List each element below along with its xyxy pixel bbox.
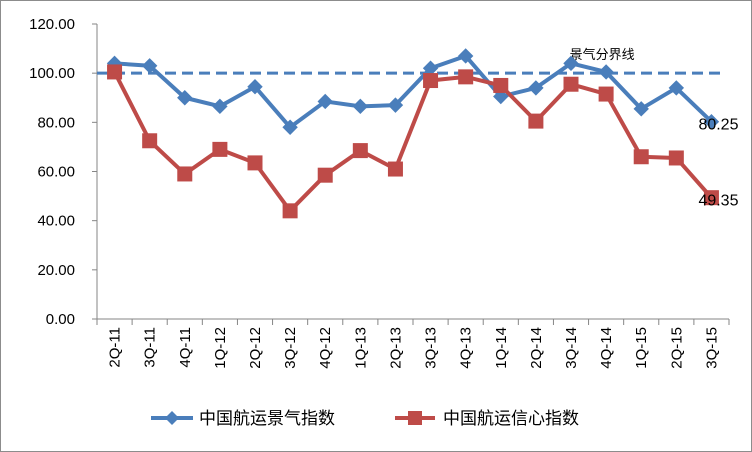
x-tick-label: 1Q-14 [493, 327, 510, 369]
data-point-diamond [668, 80, 685, 96]
data-point-square [528, 113, 544, 129]
data-point-diamond [493, 88, 509, 105]
series-2 [107, 64, 719, 219]
x-tick-label: 3Q-14 [563, 327, 580, 369]
data-point-square [423, 73, 439, 89]
x-tick-label: 1Q-12 [212, 327, 229, 369]
legend-label: 中国航运景气指数 [199, 409, 335, 429]
x-tick-label: 2Q-11 [107, 327, 124, 368]
data-point-square [212, 141, 228, 157]
data-point-square [668, 150, 684, 166]
x-tick-label: 4Q-14 [598, 327, 615, 369]
legend-diamond-marker [165, 411, 179, 425]
data-point-square [352, 143, 368, 159]
y-tick-label: 40.00 [37, 213, 75, 230]
data-point-diamond [317, 93, 333, 110]
data-point-diamond [563, 55, 579, 72]
legend: 中国航运景气指数 中国航运信心指数 [151, 409, 579, 429]
data-point-diamond [387, 97, 404, 113]
data-point-diamond [598, 64, 614, 80]
x-tick-label: 1Q-15 [633, 327, 650, 369]
x-tick-label: 3Q-12 [282, 327, 299, 369]
x-tick-label: 3Q-13 [423, 327, 440, 369]
x-tick-label: 4Q-12 [317, 327, 334, 369]
data-point-square [458, 69, 474, 85]
y-tick-label: 20.00 [37, 262, 75, 279]
series-1 [106, 48, 720, 135]
data-point-square [633, 149, 649, 165]
x-tick-label: 3Q-15 [703, 327, 720, 369]
series-line [114, 53, 713, 130]
data-point-diamond [633, 101, 649, 117]
y-tick-labels: 0.00 20.00 40.00 60.00 80.00 100.00 120.00 [29, 16, 75, 328]
data-point-square [107, 64, 123, 80]
data-point-diamond [247, 78, 263, 95]
data-point-diamond [177, 90, 193, 106]
x-tick-label: 1Q-13 [352, 327, 369, 369]
data-point-square [177, 166, 193, 182]
y-tick-label: 80.00 [37, 114, 75, 131]
series-group [106, 48, 720, 219]
y-tick-label: 100.00 [29, 65, 75, 82]
data-point-diamond [703, 114, 720, 130]
data-point-square [387, 161, 403, 177]
x-tick-label: 2Q-12 [247, 327, 264, 369]
x-tick-label: 4Q-11 [177, 327, 194, 368]
axes [92, 23, 730, 325]
x-tick-label: 4Q-13 [458, 327, 475, 369]
data-point-diamond [212, 98, 228, 115]
data-label: 49.35 [698, 193, 738, 210]
data-point-square [247, 155, 263, 171]
x-tick-label: 2Q-13 [387, 327, 404, 369]
y-tick-label: 60.00 [37, 164, 75, 181]
x-tick-label: 2Q-15 [668, 327, 685, 369]
reference-line-group: 景气分界线 [97, 47, 723, 75]
data-point-square [317, 167, 333, 183]
series-line [112, 71, 713, 213]
data-point-diamond [528, 80, 544, 96]
data-point-square [563, 76, 579, 92]
x-tick-labels: 2Q-11 3Q-11 4Q-11 1Q-12 2Q-12 3Q-12 4Q-12 1Q-13… [107, 327, 721, 369]
y-tick-label: 120.00 [29, 16, 75, 33]
reference-line-label: 景气分界线 [570, 47, 635, 63]
legend-entry-1: 中国航运景气指数 [151, 409, 335, 429]
data-point-square [493, 77, 509, 93]
y-tick-label: 0.00 [46, 311, 75, 328]
data-point-diamond [457, 48, 474, 64]
data-point-diamond [352, 98, 369, 115]
legend-entry-2: 中国航运信心指数 [395, 409, 579, 429]
x-tick-label: 3Q-11 [142, 327, 159, 368]
data-label: 80.25 [698, 117, 738, 134]
data-point-diamond [141, 58, 158, 74]
x-tick-label: 2Q-14 [528, 327, 545, 369]
data-point-square [703, 190, 719, 206]
legend-square-marker [408, 411, 422, 425]
data-labels: 80.25 49.35 [698, 117, 738, 210]
data-point-diamond [282, 119, 298, 135]
data-point-square [598, 86, 614, 102]
data-point-square [142, 133, 158, 149]
data-point-square [282, 203, 298, 219]
legend-label: 中国航运信心指数 [443, 409, 579, 429]
